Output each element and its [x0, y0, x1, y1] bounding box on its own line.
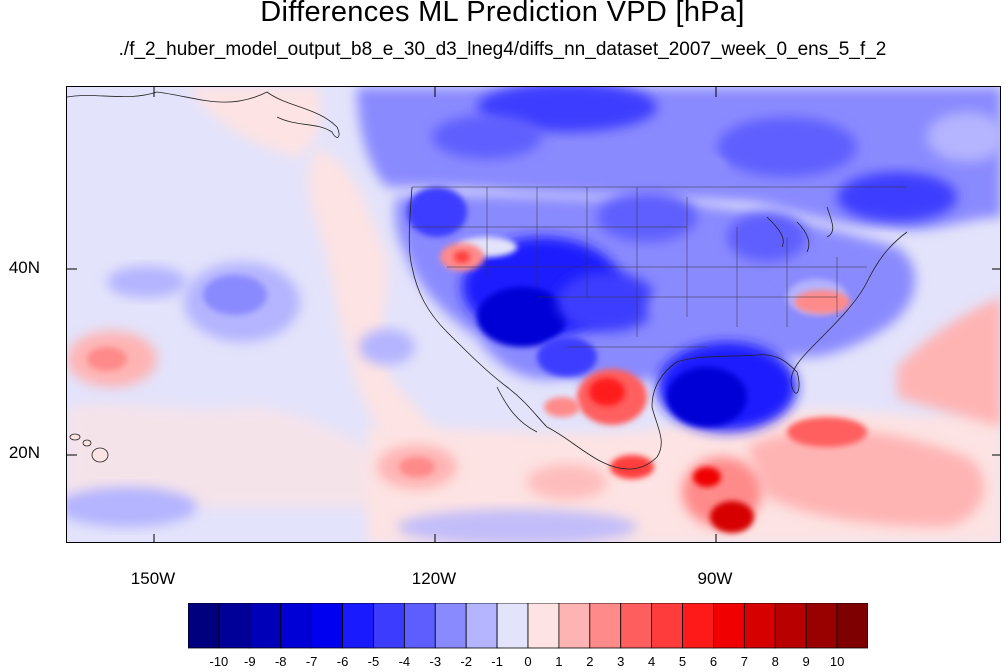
colorbar-swatch: [434, 603, 467, 649]
colorbar-swatch: [836, 603, 868, 649]
colorbar-swatch: [651, 603, 683, 649]
colorbar-swatch: [188, 603, 220, 649]
negative-anomaly-south-central: [647, 277, 767, 337]
negative-anomaly-gulf-core: [667, 367, 747, 427]
colorbar-swatch: [589, 603, 622, 649]
colorbar-swatch: [403, 603, 436, 649]
colorbar-tick-label: 3: [617, 654, 625, 669]
hawaii-islands: [69, 433, 109, 463]
negative-anomaly-labrador: [927, 112, 1000, 162]
colorbar-swatch: [743, 603, 776, 649]
positive-band-west-coast: [308, 147, 467, 507]
colorbar-swatch: [805, 603, 838, 649]
coastlines: [67, 91, 908, 470]
vpd-difference-field: [67, 87, 1000, 542]
negative-anomaly-offshore: [359, 329, 415, 365]
positive-anomaly-caribbean: [747, 428, 985, 527]
negative-anomaly-pacific-core: [203, 275, 267, 315]
colorbar-swatch: [496, 603, 529, 649]
political-borders: [412, 186, 907, 348]
positive-anomaly-carolinas: [794, 290, 850, 314]
negative-anomaly-south: [397, 509, 637, 542]
positive-anomaly-central-america-core: [710, 501, 754, 533]
colorbar-swatch: [558, 603, 591, 649]
colorbar-tick-label: -10: [209, 654, 229, 669]
lat-label-20n: 20N: [8, 443, 40, 462]
positive-anomaly-atlantic: [897, 297, 1000, 427]
positive-band-south-pacific: [67, 404, 397, 507]
colorbar-swatch: [682, 603, 714, 649]
negative-anomaly-canada-central: [607, 149, 727, 185]
positive-anomaly-texas-mexico-core: [589, 378, 625, 406]
negative-anomaly-north-plains: [597, 192, 697, 242]
colorbar-swatch: [373, 603, 405, 649]
colorbar-tick-label: -5: [367, 654, 380, 669]
lon-label-90w: 90W: [697, 569, 733, 588]
colorbar-tick-label: -9: [244, 654, 256, 669]
colorbar-swatch: [218, 603, 251, 649]
colorbar-swatch: [342, 603, 374, 649]
axis-ticks: [67, 87, 1000, 542]
colorbar-tick-label: -4: [398, 654, 411, 669]
negative-anomaly-quebec: [837, 172, 957, 222]
colorbar-tick-label: -2: [460, 654, 472, 669]
positive-anomaly-central-america-core-2: [693, 467, 721, 487]
colorbar-tick-label: 8: [771, 654, 779, 669]
positive-anomaly-california-core: [454, 251, 470, 263]
colorbar-tick-label: 5: [678, 654, 687, 669]
colorbar-tick-label: -8: [274, 654, 287, 669]
positive-anomaly-mexico-south: [610, 455, 654, 479]
colorbar-swatch: [774, 603, 807, 649]
positive-anomaly-pacific-west-core: [87, 347, 127, 371]
negative-anomaly-great-lakes: [727, 212, 807, 262]
colorbar-tick-label: -3: [429, 654, 442, 669]
positive-anomaly-pacific-south-core: [399, 457, 435, 477]
colorbar-swatch: [249, 603, 282, 649]
colorbar-tick-label: 2: [586, 654, 594, 669]
lon-label-150w: 150W: [130, 569, 176, 588]
colorbar-tick-label: 6: [709, 654, 718, 669]
map-subtitle: ./f_2_huber_model_output_b8_e_30_d3_lneg…: [118, 39, 887, 60]
lat-label-40n: 40N: [8, 258, 40, 277]
positive-anomaly-baja: [544, 397, 580, 417]
negative-anomaly-southwest: [67, 487, 197, 527]
positive-anomaly-caribbean-core: [787, 417, 867, 447]
colorbar-tick-label: 7: [740, 654, 748, 669]
colorbar-swatch: [465, 603, 498, 649]
colorbar-swatch: [620, 603, 653, 649]
positive-anomaly-pacific-southeast: [527, 464, 607, 500]
map-title: Differences ML Prediction VPD [hPa]: [260, 0, 745, 28]
negative-anomaly-southwest-core: [477, 287, 567, 347]
negative-anomaly-southern-plains: [557, 272, 657, 332]
negative-anomaly-pacific-northwest: [407, 187, 467, 237]
positive-band-north-pacific: [187, 87, 321, 157]
negative-anomaly-mexico-north: [537, 337, 597, 377]
colorbar: [188, 603, 868, 649]
colorbar-swatch: [280, 603, 313, 649]
negative-anomaly-canada-west: [432, 115, 542, 159]
colorbar-tick-label: 0: [524, 654, 532, 669]
colorbar-tick-label: 10: [829, 654, 845, 669]
lon-label-120w: 120W: [411, 569, 457, 588]
colorbar-tick-label: 4: [648, 654, 656, 669]
colorbar-tick-label: 9: [802, 654, 810, 669]
colorbar-tick-label: 1: [555, 654, 563, 669]
colorbar-swatch: [713, 603, 745, 649]
negative-anomaly-pacific-west: [107, 266, 187, 298]
colorbar-swatch: [527, 603, 560, 649]
colorbar-tick-label: -6: [336, 654, 349, 669]
negative-anomaly-canada-east: [717, 117, 857, 177]
map-panel: [66, 86, 1001, 543]
colorbar-tick-label: -7: [305, 654, 318, 669]
colorbar-tick-label: -1: [491, 654, 503, 669]
colorbar-swatch: [311, 603, 343, 649]
